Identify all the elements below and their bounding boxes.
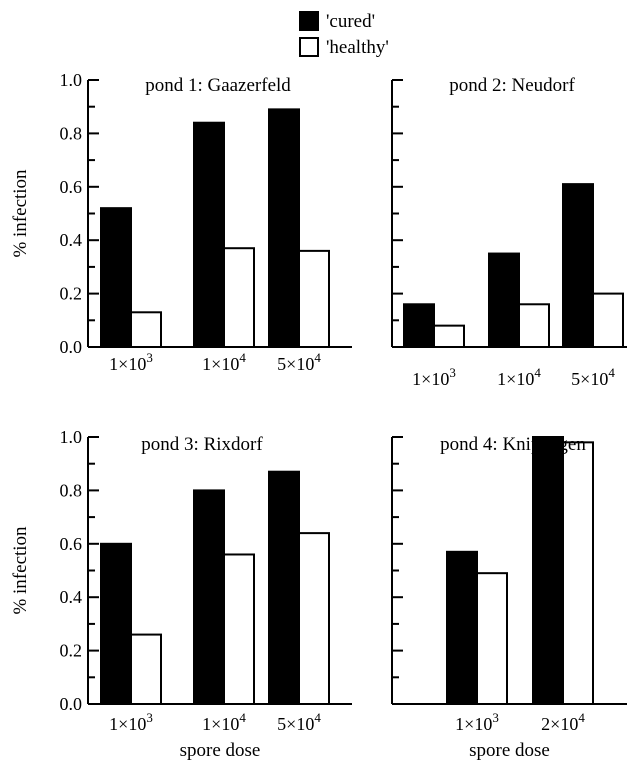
x-tick-base: 1×10 xyxy=(202,714,239,734)
bar-p1-healthy-1 xyxy=(130,311,162,349)
panel-title: pond 2: Neudorf xyxy=(449,75,575,96)
legend-label-1: 'healthy' xyxy=(326,37,389,58)
bar-p4-healthy-1 xyxy=(476,572,508,705)
bar-p1-cured-2 xyxy=(193,121,225,348)
x-tick-label: 1×104 xyxy=(202,350,246,374)
y-tick-label: 0.6 xyxy=(60,534,83,554)
panel-title: pond 4: Kniphagen xyxy=(440,434,586,455)
bar-p3-healthy-1 xyxy=(130,633,162,706)
bar-p4-healthy-2 xyxy=(562,441,594,705)
x-tick-base: 1×10 xyxy=(109,714,146,734)
x-tick-exponent: 4 xyxy=(534,365,541,380)
bar-p1-healthy-2 xyxy=(223,247,255,349)
bar-p1-cured-3 xyxy=(268,108,300,349)
x-tick-base: 1×10 xyxy=(455,714,492,734)
x-tick-base: 5×10 xyxy=(277,714,314,734)
x-tick-label: 1×103 xyxy=(109,710,153,734)
x-tick-exponent: 4 xyxy=(239,710,246,725)
x-tick-exponent: 4 xyxy=(239,350,246,365)
bar-p2-cured-3 xyxy=(562,183,594,348)
x-tick-label: 1×103 xyxy=(109,350,153,374)
bar-p2-cured-2 xyxy=(488,252,520,348)
bar-p3-cured-3 xyxy=(268,470,300,705)
x-axis-title: spore dose xyxy=(469,740,550,761)
x-tick-base: 5×10 xyxy=(571,369,608,389)
y-tick-label: 0.8 xyxy=(60,480,83,500)
y-tick-label: 0.6 xyxy=(60,177,83,197)
y-tick-label: 0.0 xyxy=(60,337,83,357)
x-tick-base: 1×10 xyxy=(412,369,449,389)
legend-label-0: 'cured' xyxy=(326,11,375,32)
x-tick-label: 2×104 xyxy=(541,710,585,734)
y-tick-label: 0.2 xyxy=(60,284,83,304)
panel-title: pond 1: Gaazerfeld xyxy=(145,75,291,96)
x-tick-label: 5×104 xyxy=(571,365,615,389)
bar-p1-cured-1 xyxy=(100,207,132,348)
x-tick-exponent: 3 xyxy=(146,350,153,365)
panel-title: pond 3: Rixdorf xyxy=(141,434,263,455)
bar-p3-cured-1 xyxy=(100,542,132,705)
x-tick-exponent: 4 xyxy=(608,365,615,380)
legend: 'cured' 'healthy' xyxy=(299,11,389,58)
y-tick-label: 0.0 xyxy=(60,694,83,714)
bar-p3-healthy-2 xyxy=(223,553,255,705)
x-tick-base: 5×10 xyxy=(277,354,314,374)
y-tick-label: 0.2 xyxy=(60,641,83,661)
bar-p4-cured-2 xyxy=(532,436,564,705)
y-tick-label: 1.0 xyxy=(60,427,83,447)
x-tick-label: 1×103 xyxy=(412,365,456,389)
x-tick-exponent: 4 xyxy=(314,710,321,725)
x-tick-label: 1×103 xyxy=(455,710,499,734)
x-tick-exponent: 3 xyxy=(492,710,499,725)
x-tick-base: 1×10 xyxy=(109,354,146,374)
y-tick-label: 0.4 xyxy=(60,230,83,250)
y-axis-title: % infection xyxy=(10,169,31,258)
x-tick-label: 5×104 xyxy=(277,350,321,374)
panel-4: 1×103 2×104 pond 4: Kniphagen spore dose xyxy=(391,434,627,761)
legend-swatch-1 xyxy=(299,37,319,57)
x-tick-label: 1×104 xyxy=(202,710,246,734)
legend-swatch-0 xyxy=(299,11,319,31)
y-tick-label: 0.4 xyxy=(60,587,83,607)
x-tick-base: 2×10 xyxy=(541,714,578,734)
bar-p3-cured-2 xyxy=(193,489,225,705)
x-tick-exponent: 4 xyxy=(314,350,321,365)
x-tick-label: 1×104 xyxy=(497,365,541,389)
bar-p3-healthy-3 xyxy=(298,532,330,705)
x-tick-base: 1×10 xyxy=(202,354,239,374)
bar-p2-cured-1 xyxy=(403,303,435,348)
x-axis-title: spore dose xyxy=(180,740,261,761)
x-tick-exponent: 3 xyxy=(146,710,153,725)
y-tick-label: 0.8 xyxy=(60,123,83,143)
x-tick-exponent: 4 xyxy=(578,710,585,725)
bar-p2-healthy-1 xyxy=(433,324,465,349)
x-tick-base: 1×10 xyxy=(497,369,534,389)
y-axis-title: % infection xyxy=(10,526,31,615)
bar-p4-cured-1 xyxy=(446,550,478,705)
bar-p2-healthy-3 xyxy=(592,292,624,349)
x-tick-label: 5×104 xyxy=(277,710,321,734)
x-tick-exponent: 3 xyxy=(449,365,456,380)
y-tick-label: 1.0 xyxy=(60,70,83,90)
bar-p1-healthy-3 xyxy=(298,249,330,349)
bar-p2-healthy-2 xyxy=(518,303,550,348)
